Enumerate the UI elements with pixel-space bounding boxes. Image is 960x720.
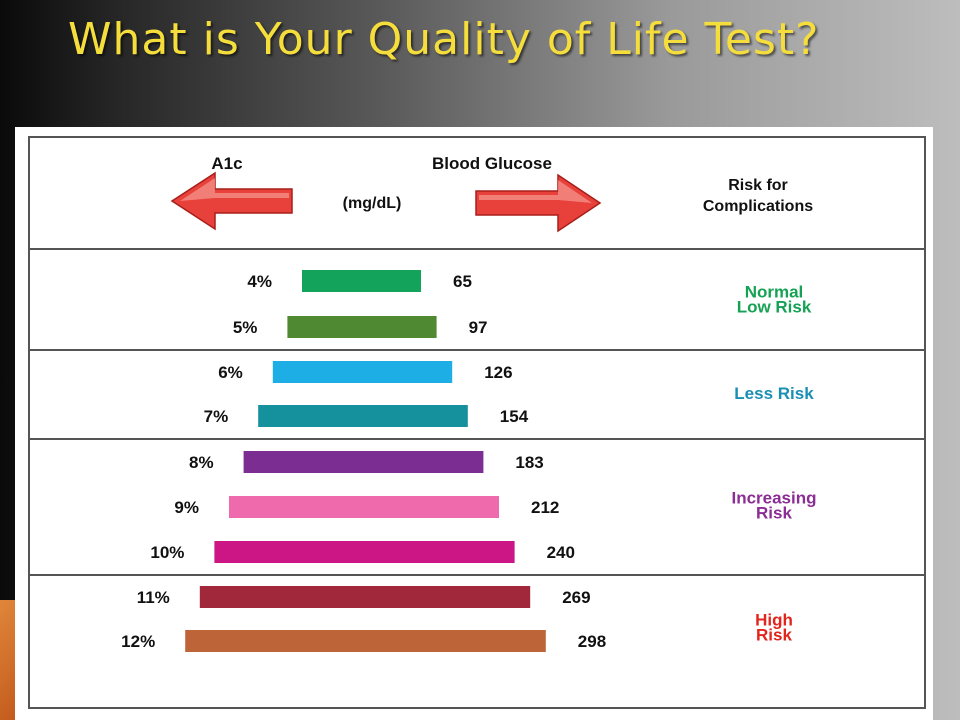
glucose-bar [243,451,484,473]
glucose-bars: 4% 65 5% 97 6% 126 7% 154 8% 183 9% 212 10% 240 11% 269… [121,270,606,652]
risk-chart: A1c Blood Glucose (mg/dL) Risk for Compl… [28,136,926,709]
glucose-bar [287,316,437,338]
right-arrow-icon [475,173,602,233]
a1c-value: 7% [204,407,229,426]
glucose-value: 212 [531,498,559,517]
glucose-bar [214,541,515,563]
left-arrow-icon [170,171,293,231]
risk-label: Low Risk [737,298,812,317]
glucose-value: 65 [453,272,472,291]
blood-glucose-header: Blood Glucose [432,154,552,173]
a1c-value: 11% [137,588,170,607]
a1c-value: 6% [218,363,243,382]
glucose-unit-label: (mg/dL) [343,195,402,212]
glucose-bar [272,361,453,383]
glucose-row: 7% 154 [204,405,529,427]
glucose-value: 240 [547,543,575,562]
risk-label: High [755,611,793,630]
risk-header-line-1: Risk for [728,177,788,194]
chart-frame [28,136,926,709]
a1c-value: 12% [121,632,155,651]
glucose-value: 298 [578,632,606,651]
glucose-value: 126 [484,363,512,382]
glucose-row: 5% 97 [233,316,488,338]
a1c-value: 10% [150,543,184,562]
glucose-row: 9% 212 [174,496,559,518]
risk-chart-panel: A1c Blood Glucose (mg/dL) Risk for Compl… [15,127,933,720]
risk-label: Increasing [731,489,816,508]
glucose-bar [185,630,546,652]
slide-accent-shape [0,600,18,720]
a1c-value: 8% [189,453,214,472]
glucose-value: 97 [469,318,488,337]
glucose-row: 10% 240 [150,541,575,563]
a1c-value: 4% [247,272,272,291]
glucose-bar [199,586,531,608]
glucose-row: 11% 269 [137,586,591,608]
risk-header-line-2: Complications [703,198,813,215]
glucose-row: 6% 126 [218,361,513,383]
glucose-value: 154 [500,407,529,426]
risk-label: Normal [745,283,804,302]
a1c-value: 5% [233,318,258,337]
risk-label: Risk [756,626,792,645]
glucose-row: 4% 65 [247,270,472,292]
glucose-bar [229,496,499,518]
glucose-row: 8% 183 [189,451,544,473]
glucose-bar [258,405,468,427]
risk-label: Risk [756,504,792,523]
a1c-header: A1c [211,154,242,173]
slide-title: What is Your Quality of Life Test? [68,14,820,65]
glucose-value: 269 [562,588,590,607]
risk-label: Less Risk [734,384,814,403]
glucose-bar [302,270,421,292]
a1c-value: 9% [174,498,199,517]
glucose-value: 183 [515,453,543,472]
glucose-row: 12% 298 [121,630,606,652]
